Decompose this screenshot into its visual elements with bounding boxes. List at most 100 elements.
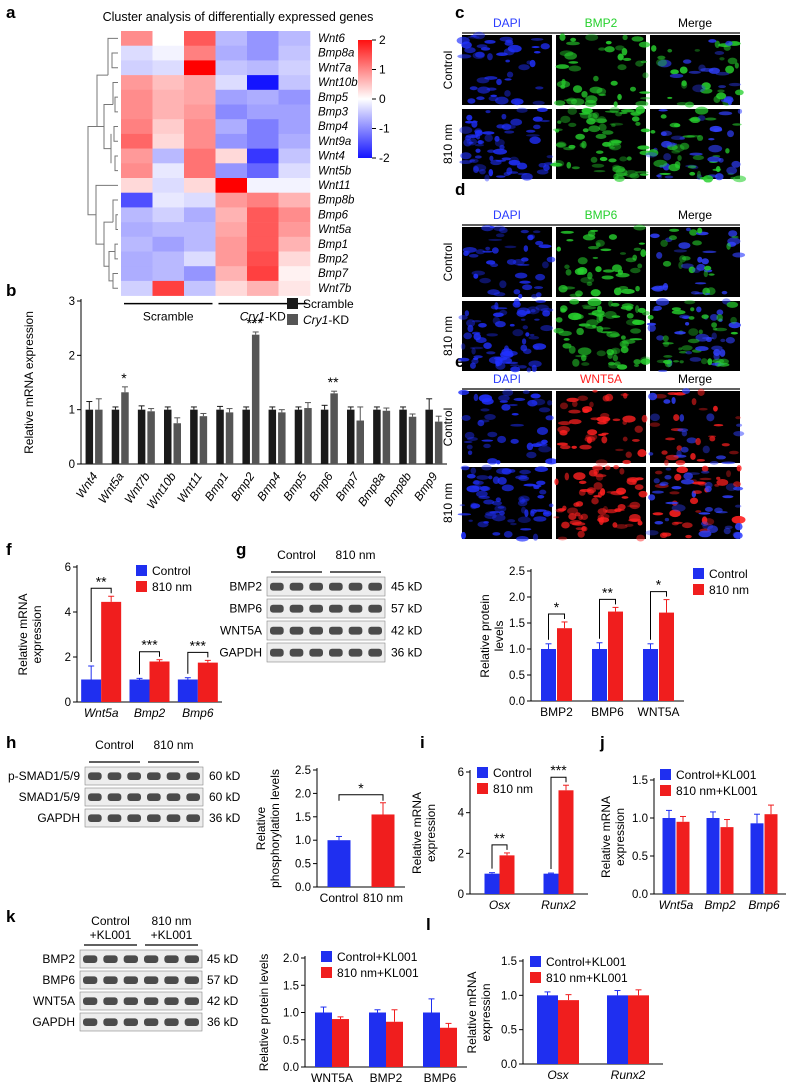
- micro-signal: [550, 162, 563, 167]
- micro-signal: [615, 45, 625, 51]
- micro-signal: [650, 413, 660, 422]
- heatmap-cell: [247, 266, 279, 282]
- micro-signal: [596, 416, 611, 422]
- micro-signal: [697, 115, 706, 121]
- y-tick-label: 2.5: [295, 765, 311, 777]
- micro-signal: [692, 267, 701, 273]
- dendrogram-branch: [111, 52, 118, 69]
- dendrogram-branch: [95, 184, 118, 245]
- micro-signal: [637, 520, 643, 526]
- micro-signal: [631, 36, 644, 42]
- micro-signal: [713, 424, 724, 427]
- micro-signal: [457, 54, 472, 59]
- blot-group-label-text: Control: [95, 738, 134, 752]
- micro-signal: [637, 307, 646, 313]
- micro-signal: [510, 423, 525, 427]
- micro-signal: [522, 284, 533, 291]
- micro-signal: [688, 316, 695, 320]
- micro-signal: [620, 393, 629, 397]
- x-tick-label: Bmp1: [202, 470, 231, 504]
- micro-signal: [492, 316, 501, 325]
- micro-signal: [637, 145, 650, 150]
- colorbar-tick-label: 2: [379, 33, 386, 47]
- micro-signal: [543, 511, 550, 515]
- micro-signal: [521, 318, 526, 321]
- micro-signal: [639, 91, 651, 94]
- micro-signal: [484, 39, 496, 44]
- micro-signal: [660, 131, 667, 137]
- micro-signal: [484, 76, 498, 80]
- micro-signal: [732, 123, 742, 126]
- micro-signal: [570, 37, 577, 42]
- micro-signal: [671, 135, 685, 141]
- micro-signal: [704, 265, 712, 271]
- micro-signal: [721, 461, 736, 465]
- panel-letter-e: e: [455, 352, 464, 371]
- significance-bracket: [187, 651, 209, 674]
- blot-group-label: 810 nm +KL001: [151, 914, 193, 942]
- micro-signal: [479, 277, 491, 284]
- heatmap-cell: [278, 89, 311, 105]
- micro-signal: [671, 310, 686, 315]
- micro-signal: [582, 406, 593, 413]
- micro-signal: [483, 499, 495, 505]
- micro-signal: [514, 99, 521, 106]
- label-line: Relative mRNA: [599, 796, 613, 878]
- micro-signal: [560, 115, 571, 124]
- micro-signal: [498, 394, 510, 402]
- micro-signal: [532, 343, 547, 350]
- micro-signal: [704, 117, 717, 121]
- micro-signal: [560, 305, 568, 312]
- heatmap-title: Cluster analysis of differentially expre…: [103, 10, 374, 24]
- blot-band: [144, 1018, 159, 1026]
- micro-signal: [593, 75, 599, 82]
- label-line: +KL001: [151, 928, 193, 942]
- micro-signal: [662, 342, 674, 345]
- heatmap-cell: [247, 104, 279, 120]
- micro-signal: [617, 269, 624, 275]
- micro-signal: [593, 169, 606, 173]
- bar: [607, 995, 628, 1064]
- micro-column-label: BMP6: [585, 208, 618, 222]
- micro-signal: [619, 340, 629, 348]
- micro-signal: [532, 484, 542, 488]
- heatmap-cell: [215, 280, 248, 296]
- label-line: phosphorylation levels: [268, 769, 282, 888]
- micro-signal: [495, 362, 506, 370]
- micro-row-label: 810 nm: [441, 483, 455, 523]
- heatmap-cell: [152, 133, 185, 149]
- blot-band: [289, 648, 304, 657]
- bar: [499, 855, 515, 894]
- micro-signal: [482, 131, 495, 135]
- micro-signal: [664, 474, 672, 480]
- blot-kd-label: 42 kD: [207, 994, 239, 1008]
- panel-letter-k: k: [6, 907, 16, 926]
- suffix-part: -KD: [328, 313, 349, 327]
- micro-signal: [681, 80, 687, 87]
- heatmap-cell: [278, 45, 311, 61]
- bar: [356, 420, 364, 464]
- blot-protein-label: GAPDH: [32, 1015, 75, 1029]
- micro-signal: [606, 490, 619, 494]
- micro-signal: [483, 520, 489, 524]
- bar: [147, 411, 155, 464]
- micro-signal: [475, 148, 481, 153]
- y-tick-label: 0.0: [283, 1062, 299, 1074]
- micro-signal: [487, 458, 498, 465]
- micro-signal: [525, 310, 531, 314]
- micro-signal: [536, 480, 546, 486]
- blot-group-label: 810 nm: [335, 548, 375, 562]
- micro-signal: [701, 465, 709, 472]
- micro-signal: [596, 325, 604, 333]
- micro-signal: [592, 325, 597, 328]
- y-tick-label: 1.5: [632, 775, 648, 787]
- western-blot-g: Control 810 nm BMP2 45 kD BMP6 57 kD WNT5A 42 k…: [219, 548, 423, 663]
- micro-signal: [671, 504, 686, 512]
- heatmap-cell: [121, 251, 153, 267]
- micro-signal: [701, 336, 714, 340]
- blot-band: [166, 793, 181, 801]
- micro-signal: [568, 61, 579, 64]
- micro-image-tile: [556, 35, 646, 105]
- micro-signal: [679, 136, 686, 140]
- micro-signal: [597, 421, 607, 425]
